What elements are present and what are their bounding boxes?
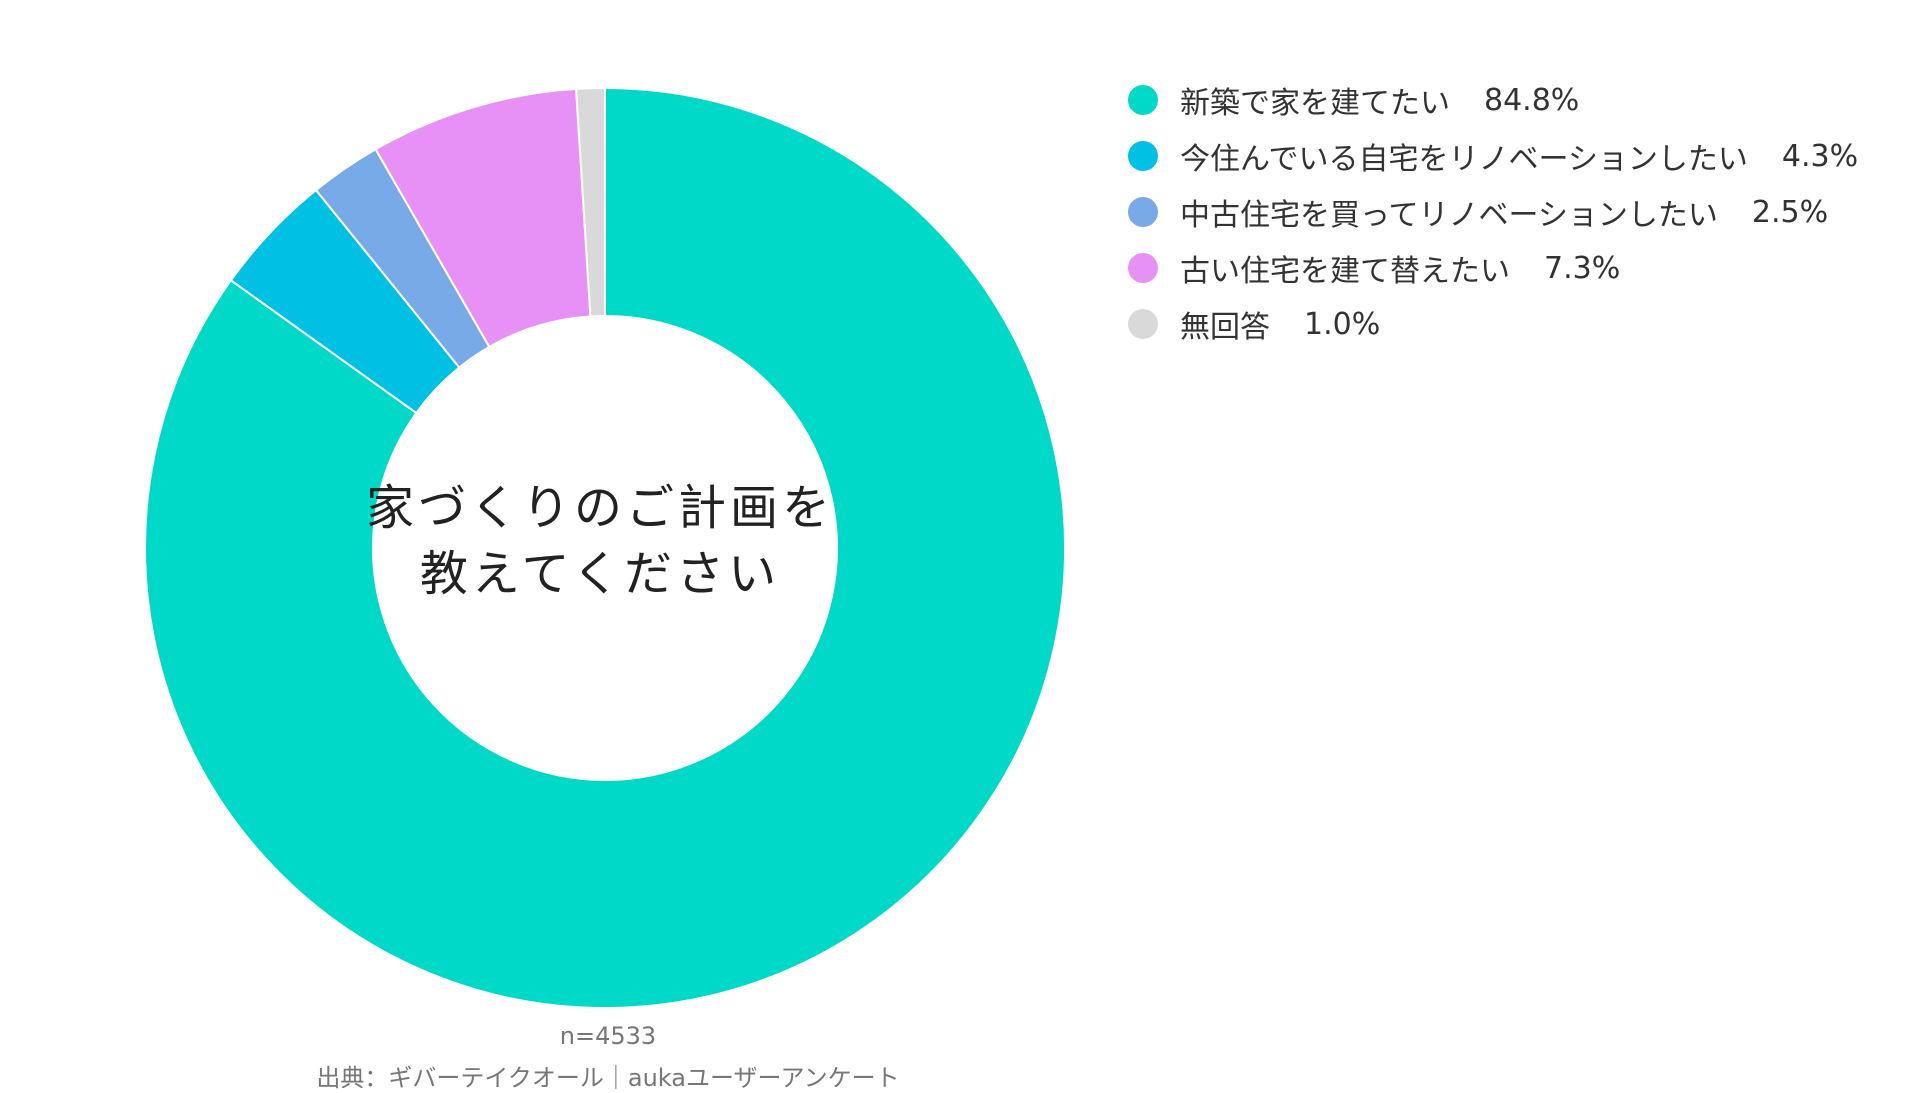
donut-slice-5	[575, 86, 606, 318]
legend-item: 今住んでいる自宅をリノベーションしたい 4.3%	[1128, 128, 1858, 184]
legend-label: 古い住宅を建て替えたい	[1180, 254, 1510, 289]
center-title-line-2: 教えてください	[419, 546, 781, 602]
source-note: 出典：ギバーテイクオール｜aukaユーザーアンケート	[316, 1064, 900, 1092]
legend-item: 古い住宅を建て替えたい 7.3%	[1128, 240, 1858, 296]
chart-center-title: 家づくりのご計画を 教えてください	[350, 475, 850, 607]
sample-size-note: n=4533	[559, 1022, 657, 1050]
legend-dot	[1128, 309, 1158, 339]
chart-legend: 新築で家を建てたい 84.8% 今住んでいる自宅をリノベーションしたい 4.3%…	[1128, 72, 1858, 352]
legend-dot	[1128, 197, 1158, 227]
legend-item: 中古住宅を買ってリノベーションしたい 2.5%	[1128, 184, 1858, 240]
donut-slice-1	[144, 86, 1066, 1009]
legend-item: 無回答 1.0%	[1128, 296, 1858, 352]
legend-label: 新築で家を建てたい	[1180, 86, 1450, 121]
legend-value: 2.5%	[1751, 194, 1829, 230]
legend-label: 中古住宅を買ってリノベーションしたい	[1180, 198, 1718, 233]
legend-item: 新築で家を建てたい 84.8%	[1128, 72, 1858, 128]
legend-dot	[1128, 141, 1158, 171]
legend-value: 7.3%	[1544, 250, 1621, 286]
legend-value: 1.0%	[1304, 306, 1381, 342]
center-title-line-1: 家づくりのご計画を	[365, 480, 834, 536]
legend-value: 84.8%	[1484, 82, 1580, 118]
legend-label: 無回答	[1180, 310, 1270, 345]
legend-label: 今住んでいる自宅をリノベーションしたい	[1180, 142, 1748, 177]
legend-value: 4.3%	[1781, 138, 1859, 174]
legend-dot	[1128, 85, 1158, 115]
legend-dot	[1128, 253, 1158, 283]
